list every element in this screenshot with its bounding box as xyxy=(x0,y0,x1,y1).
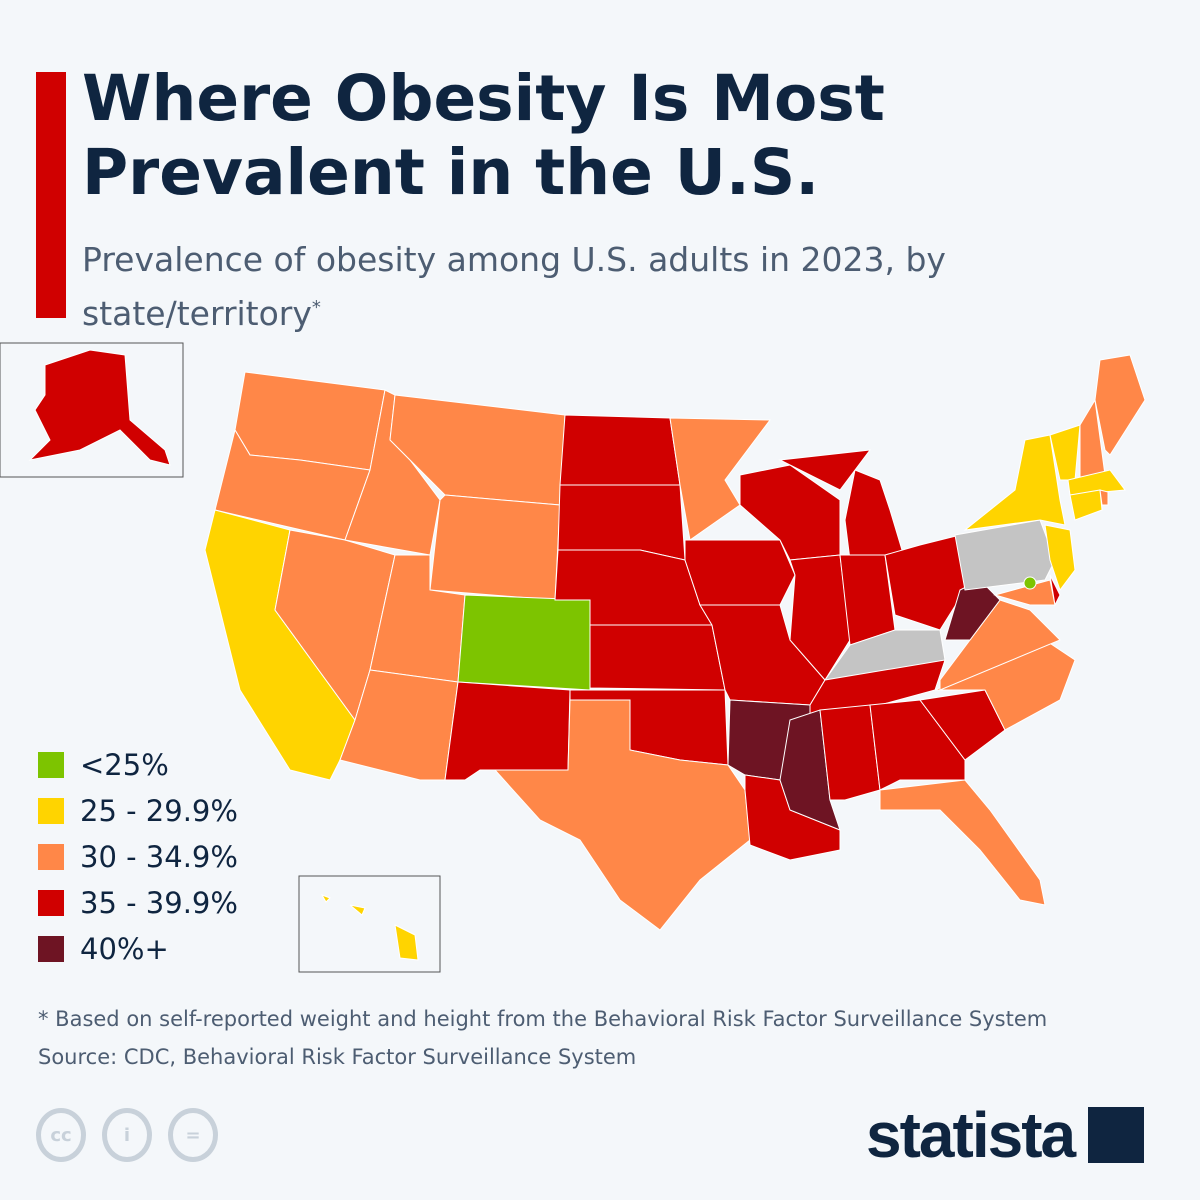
state-mi xyxy=(778,449,872,491)
legend-label: 30 - 34.9% xyxy=(80,840,238,874)
state-pa xyxy=(954,519,1056,591)
state-ri xyxy=(1099,489,1109,506)
source: Source: CDC, Behavioral Risk Factor Surv… xyxy=(38,1045,637,1069)
state-ks xyxy=(589,624,726,691)
footer: * Based on self-reported weight and heig… xyxy=(38,1000,1047,1076)
state-ia xyxy=(684,539,796,606)
state-fl xyxy=(879,779,1046,906)
legend-item: 30 - 34.9% xyxy=(38,834,238,880)
legend-label: <25% xyxy=(80,748,169,782)
logo-text: statista xyxy=(866,1099,1076,1171)
subtitle: Prevalence of obesity among U.S. adults … xyxy=(82,236,1082,338)
state-ct xyxy=(1069,489,1103,521)
legend-item: 25 - 29.9% xyxy=(38,788,238,834)
footnote-mark: * xyxy=(311,297,321,318)
state-sd xyxy=(557,484,686,561)
legend-swatch xyxy=(38,752,64,778)
statista-logo[interactable]: statista xyxy=(866,1098,1145,1172)
hawaii-inset-frame xyxy=(298,875,441,973)
legend: <25% 25 - 29.9% 30 - 34.9% 35 - 39.9% 40%+ xyxy=(38,742,238,972)
state-ny xyxy=(963,434,1066,531)
subtitle-text: Prevalence of obesity among U.S. adults … xyxy=(82,240,946,333)
statista-logo-icon xyxy=(1088,1107,1145,1163)
state-me xyxy=(1094,354,1146,456)
state-ma xyxy=(1067,469,1126,496)
state-de xyxy=(1049,574,1061,607)
state-hi xyxy=(320,894,331,903)
state-dc xyxy=(1023,576,1037,590)
state-nj xyxy=(1044,524,1076,592)
state-mi xyxy=(844,469,906,561)
legend-label: 25 - 29.9% xyxy=(80,794,238,828)
footnote: * Based on self-reported weight and heig… xyxy=(38,1007,1048,1031)
legend-swatch xyxy=(38,890,64,916)
state-nm xyxy=(444,681,571,781)
legend-swatch xyxy=(38,798,64,824)
state-co xyxy=(457,594,591,691)
state-ak xyxy=(28,349,171,466)
legend-swatch xyxy=(38,844,64,870)
legend-item: <25% xyxy=(38,742,238,788)
no-derivatives-icon[interactable]: = xyxy=(168,1108,218,1162)
state-nd xyxy=(559,414,681,486)
page-title: Where Obesity Is Most Prevalent in the U… xyxy=(82,62,885,209)
license-icons[interactable]: cc i = xyxy=(36,1108,218,1162)
legend-swatch xyxy=(38,936,64,962)
legend-label: 35 - 39.9% xyxy=(80,886,238,920)
state-hi xyxy=(394,924,419,961)
attribution-icon[interactable]: i xyxy=(102,1108,152,1162)
legend-label: 40%+ xyxy=(80,932,169,966)
cc-icon[interactable]: cc xyxy=(36,1108,86,1162)
legend-item: 35 - 39.9% xyxy=(38,880,238,926)
state-tx xyxy=(493,699,751,931)
alaska-inset-frame xyxy=(0,342,184,478)
accent-bar xyxy=(36,72,66,318)
state-al xyxy=(819,704,881,801)
state-wv xyxy=(944,579,1001,641)
state-wy xyxy=(429,494,561,601)
legend-item: 40%+ xyxy=(38,926,238,972)
state-hi xyxy=(349,904,366,916)
